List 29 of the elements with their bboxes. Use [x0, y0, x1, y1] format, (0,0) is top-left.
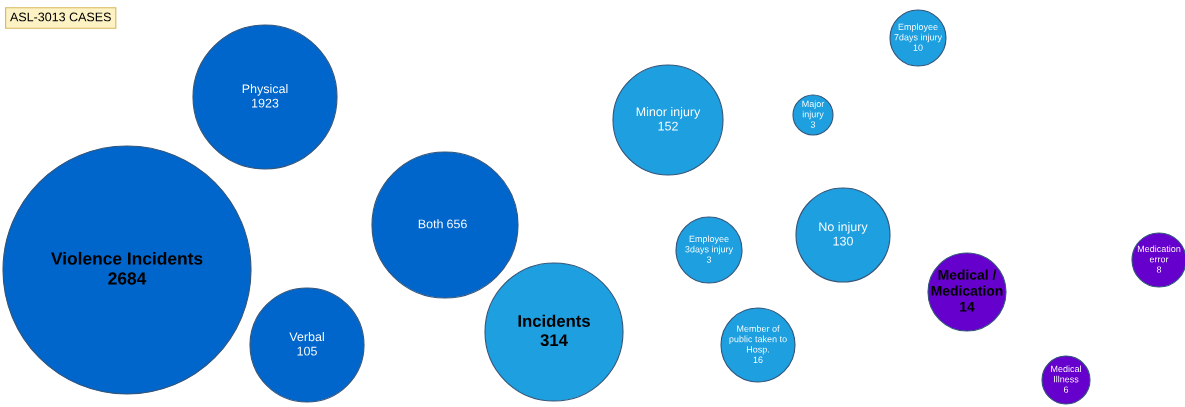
category-label: Major injury: [802, 100, 825, 120]
data-label: 130: [833, 236, 853, 246]
data-label: 6: [1063, 386, 1069, 393]
data-label: 1923: [252, 98, 279, 108]
category-label: Medication error: [1137, 245, 1181, 263]
text: ASL-3013 CASES: [10, 12, 111, 22]
category-label: Physical: [242, 83, 288, 96]
category-label: Violence Incidents: [51, 251, 203, 265]
category-label: Minor injury: [636, 106, 701, 119]
data-label: 314: [540, 334, 568, 347]
data-label: 16: [753, 356, 763, 363]
category-label: Member of public taken to Hosp.: [729, 325, 787, 355]
data-label: 2684: [108, 272, 147, 285]
data-label: 8: [1156, 266, 1162, 273]
data-label: 152: [658, 121, 678, 131]
category-label: Incidents: [518, 314, 590, 327]
data-label: 14: [960, 302, 975, 312]
category-label: Employee 7days injury: [894, 23, 943, 43]
data-label: 3: [706, 256, 712, 263]
data-label: 656: [447, 219, 467, 229]
category-label: Medical Illness: [1051, 365, 1081, 383]
category-label: Employee 3days injury: [685, 235, 734, 255]
data-label: 105: [297, 346, 317, 356]
category-label: Both: [418, 219, 443, 229]
category-label: Verbal: [289, 331, 324, 342]
data-label: 3: [810, 121, 816, 128]
category-label: Medical / Medication: [931, 269, 1003, 296]
category-label: No injury: [819, 221, 868, 234]
data-label: 10: [913, 44, 923, 51]
